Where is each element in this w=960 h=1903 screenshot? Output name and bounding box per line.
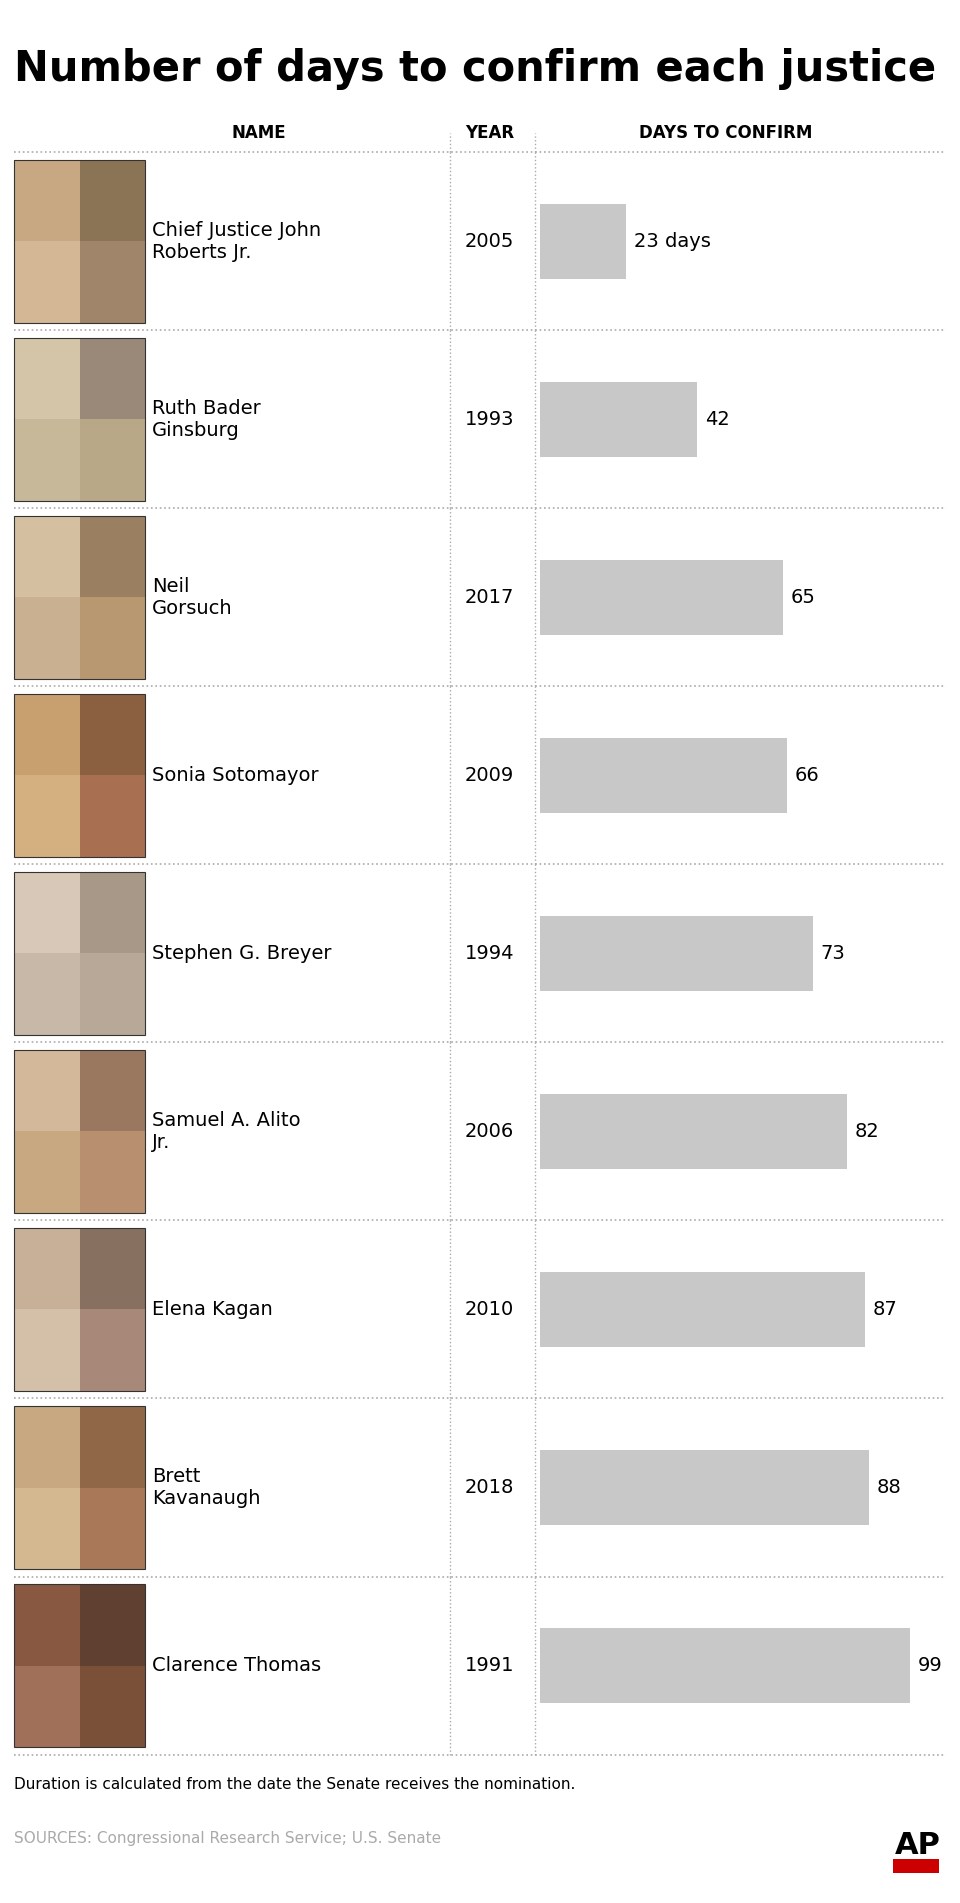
Text: 1991: 1991 (465, 1656, 515, 1675)
Bar (80, 598, 145, 679)
Text: Sonia Sotomayor: Sonia Sotomayor (152, 765, 319, 784)
Bar (14, 1488, 80, 1568)
Bar (80, 1050, 145, 1132)
Text: Clarence Thomas: Clarence Thomas (152, 1656, 321, 1675)
Text: 99: 99 (918, 1656, 943, 1675)
Bar (80, 339, 145, 419)
Bar (14, 872, 145, 1035)
Bar (14, 160, 80, 242)
Bar (540, 1629, 910, 1703)
Bar (14, 1227, 145, 1391)
Text: 2006: 2006 (465, 1123, 515, 1142)
Bar (14, 1665, 80, 1747)
Bar (14, 339, 80, 419)
Bar (14, 339, 145, 500)
Text: YEAR: YEAR (465, 124, 515, 141)
Text: 2018: 2018 (465, 1479, 515, 1498)
Bar (540, 559, 783, 636)
Bar (14, 872, 80, 953)
Bar (14, 1406, 145, 1568)
Text: 42: 42 (705, 409, 730, 428)
Bar (14, 1050, 80, 1132)
Bar (14, 1132, 80, 1212)
Text: Stephen G. Breyer: Stephen G. Breyer (152, 944, 331, 963)
Bar (540, 738, 787, 813)
Bar (80, 419, 145, 500)
Bar (540, 204, 626, 278)
Text: 1993: 1993 (465, 409, 515, 428)
Bar (540, 915, 813, 991)
Text: Ruth Bader
Ginsburg: Ruth Bader Ginsburg (152, 400, 260, 440)
Bar (540, 1271, 865, 1347)
Text: 65: 65 (791, 588, 816, 607)
Bar (80, 953, 145, 1035)
Text: SOURCES: Congressional Research Service; U.S. Senate: SOURCES: Congressional Research Service;… (14, 1831, 442, 1846)
Text: 88: 88 (876, 1479, 901, 1498)
Bar (540, 1094, 847, 1168)
Text: 1994: 1994 (465, 944, 515, 963)
Text: 2005: 2005 (465, 232, 515, 251)
Bar (80, 1665, 145, 1747)
Bar (893, 1859, 939, 1873)
Bar (80, 1406, 145, 1488)
Bar (14, 1309, 80, 1391)
Text: Number of days to confirm each justice: Number of days to confirm each justice (14, 48, 937, 89)
Bar (80, 242, 145, 324)
Text: Brett
Kavanaugh: Brett Kavanaugh (152, 1467, 260, 1507)
Bar (80, 1488, 145, 1568)
Bar (80, 1227, 145, 1309)
Text: Neil
Gorsuch: Neil Gorsuch (152, 577, 232, 618)
Bar (14, 1227, 80, 1309)
Bar (14, 953, 80, 1035)
Bar (14, 598, 80, 679)
Bar (14, 516, 80, 598)
Text: 66: 66 (795, 765, 819, 784)
Bar (14, 1050, 145, 1212)
Bar (14, 419, 80, 500)
Bar (14, 695, 145, 856)
Bar (14, 775, 80, 856)
Text: 82: 82 (854, 1123, 879, 1142)
Text: 2017: 2017 (465, 588, 515, 607)
Text: Elena Kagan: Elena Kagan (152, 1300, 273, 1319)
Bar (540, 1450, 869, 1524)
Bar (80, 1132, 145, 1212)
Bar (80, 1583, 145, 1665)
Bar (80, 160, 145, 242)
Bar (14, 160, 145, 324)
Bar (80, 516, 145, 598)
Text: NAME: NAME (232, 124, 286, 141)
Text: AP: AP (895, 1831, 941, 1859)
Text: 87: 87 (873, 1300, 898, 1319)
Bar (14, 242, 80, 324)
Bar (14, 695, 80, 775)
Bar (80, 775, 145, 856)
Bar (14, 1583, 145, 1747)
Text: 2010: 2010 (465, 1300, 515, 1319)
Text: 2009: 2009 (465, 765, 515, 784)
Bar (80, 872, 145, 953)
Bar (80, 1309, 145, 1391)
Bar (14, 516, 145, 679)
Text: Samuel A. Alito
Jr.: Samuel A. Alito Jr. (152, 1111, 300, 1151)
Bar (80, 695, 145, 775)
Text: Chief Justice John
Roberts Jr.: Chief Justice John Roberts Jr. (152, 221, 321, 263)
Bar (540, 383, 697, 457)
Text: DAYS TO CONFIRM: DAYS TO CONFIRM (638, 124, 812, 141)
Bar (14, 1583, 80, 1665)
Bar (14, 1406, 80, 1488)
Text: 73: 73 (821, 944, 846, 963)
Text: 23 days: 23 days (634, 232, 711, 251)
Text: Duration is calculated from the date the Senate receives the nomination.: Duration is calculated from the date the… (14, 1777, 576, 1793)
